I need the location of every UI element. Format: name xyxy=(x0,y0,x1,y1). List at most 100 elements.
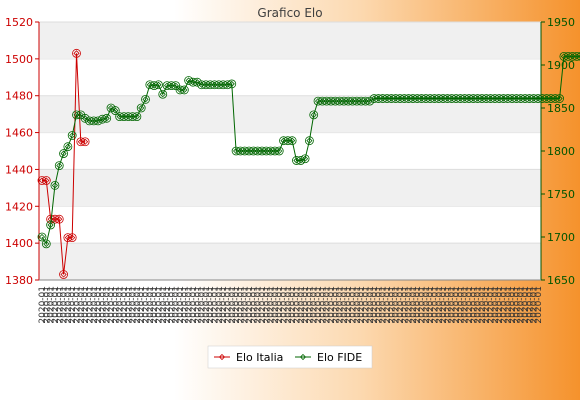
elo-fide-point-diamond xyxy=(556,95,563,102)
elo-fide-point-ring xyxy=(54,161,64,171)
elo-fide-point xyxy=(50,180,60,190)
elo-fide-point-ring xyxy=(253,146,263,156)
elo-fide-point-ring xyxy=(115,112,125,121)
elo-fide-point-ring xyxy=(378,94,388,103)
elo-fide-point xyxy=(386,94,396,103)
elo-fide-point-ring xyxy=(361,96,370,106)
x-tick-label: 2020-01 xyxy=(180,286,190,324)
elo-fide-point-ring xyxy=(97,114,107,124)
elo-fide-point-diamond xyxy=(233,147,240,155)
elo-fide-point-diamond xyxy=(560,53,567,60)
elo-fide-point-diamond xyxy=(168,82,175,89)
elo-fide-point xyxy=(421,94,431,103)
elo-fide-point-ring xyxy=(59,149,68,158)
x-tick-label: 2020-01 xyxy=(133,286,143,324)
elo-fide-point-diamond xyxy=(504,95,511,102)
x-tick-label: 2020-01 xyxy=(396,286,406,324)
elo-fide-point-diamond xyxy=(496,95,503,102)
elo-fide-point-diamond xyxy=(95,117,102,124)
elo-fide-point-ring xyxy=(356,96,366,106)
elo-fide-point-diamond xyxy=(578,54,580,59)
elo-italia-point-ring xyxy=(72,48,81,58)
elo-fide-point xyxy=(499,94,508,103)
legend-label-elo-italia: Elo Italia xyxy=(236,351,283,364)
elo-fide-point-diamond xyxy=(297,157,304,164)
elo-fide-point-diamond xyxy=(215,81,222,88)
elo-fide-point-diamond xyxy=(302,155,309,162)
elo-fide-point-ring xyxy=(455,94,465,103)
elo-fide-point-diamond xyxy=(202,81,209,88)
elo-fide-point-ring xyxy=(274,146,284,156)
elo-fide-point xyxy=(201,80,211,90)
elo-italia-point-ring xyxy=(37,176,47,185)
elo-fide-point-ring xyxy=(317,96,327,106)
elo-fide-point xyxy=(451,94,461,103)
elo-fide-point-diamond xyxy=(452,95,460,102)
elo-fide-point-ring xyxy=(123,112,133,121)
elo-fide-point-ring xyxy=(481,94,491,103)
elo-italia-point-diamond xyxy=(60,271,67,278)
elo-fide-point-diamond xyxy=(306,137,313,144)
elo-fide-point xyxy=(464,94,474,103)
elo-fide-point xyxy=(529,94,539,103)
elo-italia-point xyxy=(72,48,81,58)
elo-fide-point-diamond xyxy=(383,95,391,102)
elo-fide-point-ring xyxy=(149,81,159,91)
elo-fide-point-ring xyxy=(266,146,275,156)
elo-fide-point-ring xyxy=(382,94,392,103)
x-tick-label: 2020-01 xyxy=(129,286,139,324)
x-tick-label: 2020-01 xyxy=(474,286,484,324)
elo-fide-point-ring xyxy=(287,136,297,146)
x-tick-label: 2020-01 xyxy=(448,286,458,324)
x-tick-label: 2020-01 xyxy=(314,286,324,324)
x-tick-label: 2020-01 xyxy=(249,286,259,324)
elo-fide-point-diamond xyxy=(362,98,369,105)
x-tick-label: 2020-01 xyxy=(392,286,402,324)
x-tick-label: 2020-01 xyxy=(146,286,156,324)
x-tick-label: 2020-01 xyxy=(534,286,544,324)
elo-fide-point-ring xyxy=(443,94,452,103)
grid-band xyxy=(39,169,541,207)
elo-fide-point-ring xyxy=(240,146,250,156)
elo-fide-point xyxy=(512,94,521,103)
elo-fide-point-ring xyxy=(292,156,301,165)
elo-fide-point-ring xyxy=(136,103,146,113)
elo-fide-point-diamond xyxy=(90,117,97,124)
x-tick-label: 2020-01 xyxy=(327,286,337,324)
elo-fide-point-ring xyxy=(218,80,228,90)
grid-band xyxy=(39,22,541,59)
elo-fide-point-diamond xyxy=(478,95,485,102)
elo-fide-point-diamond xyxy=(543,95,550,102)
elo-fide-point-diamond xyxy=(530,95,537,102)
elo-fide-point xyxy=(322,96,332,106)
elo-fide-point xyxy=(576,52,580,61)
elo-fide-point-diamond xyxy=(241,147,248,155)
elo-fide-point-ring xyxy=(524,94,534,103)
elo-fide-point-ring xyxy=(386,94,396,103)
elo-fide-point-ring xyxy=(499,94,508,103)
elo-fide-point-diamond xyxy=(405,95,412,102)
elo-fide-point-diamond xyxy=(155,81,162,88)
elo-fide-point-ring xyxy=(63,142,73,152)
x-tick-label: 2020-01 xyxy=(271,286,281,324)
elo-fide-point-diamond xyxy=(422,95,429,102)
elo-fide-point-diamond xyxy=(521,95,529,102)
elo-fide-point-ring xyxy=(67,131,77,140)
x-tick-label: 2020-01 xyxy=(172,286,182,324)
x-tick-label: 2020-01 xyxy=(284,286,294,324)
elo-fide-point-diamond xyxy=(172,82,179,89)
elo-italia-point-diamond xyxy=(64,234,71,241)
elo-fide-point-ring xyxy=(374,94,383,103)
elo-fide-point-ring xyxy=(197,80,206,90)
elo-fide-point-ring xyxy=(503,94,513,103)
elo-fide-point-ring xyxy=(132,112,142,121)
right-tick-label: 1700 xyxy=(547,231,575,244)
x-tick-label: 2020-01 xyxy=(275,286,285,324)
elo-fide-point xyxy=(352,96,362,106)
elo-italia-point xyxy=(54,214,64,224)
x-tick-label: 2020-01 xyxy=(215,286,225,324)
elo-fide-point-diamond xyxy=(56,162,63,169)
x-tick-label: 2020-01 xyxy=(361,286,371,324)
elo-fide-point-ring xyxy=(421,94,431,103)
x-tick-label: 2020-01 xyxy=(443,286,453,324)
